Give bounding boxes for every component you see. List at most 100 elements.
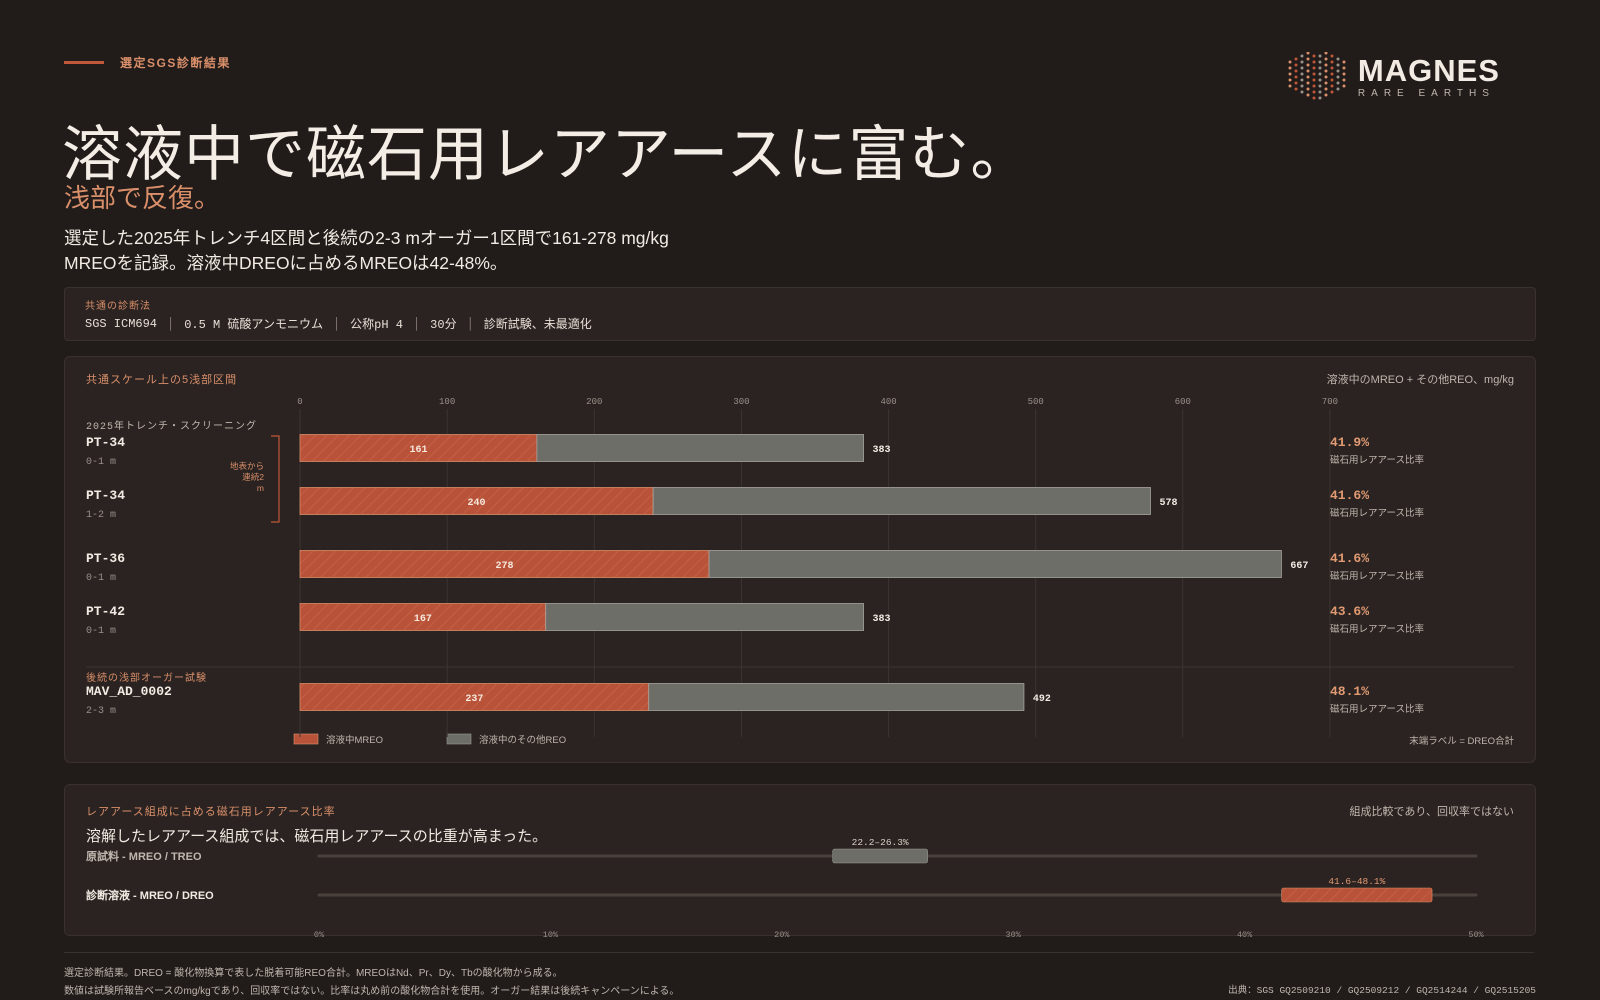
ratio-label: 磁石用レアアース比率	[1330, 703, 1424, 715]
logo-dot	[1312, 60, 1316, 64]
bar-mreo-hatch	[300, 603, 546, 631]
logo-dot	[1288, 66, 1292, 70]
eyebrow-rule	[64, 61, 104, 64]
logo-dot	[1312, 90, 1316, 94]
page-subtitle: 浅部で反復。	[64, 183, 221, 213]
continuity-bracket	[271, 435, 280, 523]
footer-note-1: 選定診断結果。DREO = 酸化物換算で表した脱着可能REO合計。MREOはNd…	[64, 968, 563, 979]
footer-source: 出典：SGS GQ2509210 / GQ2509212 / GQ2514244…	[1228, 985, 1536, 996]
logo-dot	[1324, 93, 1328, 97]
end-label-note: 末端ラベル = DREO合計	[1409, 735, 1514, 747]
ratio-value: 48.1%	[1330, 684, 1369, 699]
logo-dot	[1342, 66, 1346, 70]
page-title: 溶液中で磁石用レアアースに富む。	[62, 121, 1032, 188]
composition-note: 組成比較であり、回収率ではない	[1349, 806, 1514, 818]
method-item: SGS ICM694	[85, 316, 158, 331]
logo-dot	[1306, 75, 1310, 79]
range-x-tick: 20%	[774, 930, 790, 940]
x-tick-label: 0	[297, 397, 302, 407]
bar-other	[708, 550, 1282, 578]
logo-dot	[1306, 63, 1310, 67]
logo-dot	[1318, 66, 1322, 70]
range-value-label: 41.6–48.1%	[1328, 876, 1385, 887]
logo-dot	[1294, 75, 1298, 79]
bar-mreo-hatch	[300, 683, 649, 711]
method-item: 30分	[430, 318, 457, 332]
eyebrow: 選定SGS診断結果	[64, 54, 231, 71]
logo-dot	[1336, 81, 1340, 85]
bar-mreo-hatch	[300, 434, 537, 462]
logo-dot	[1342, 78, 1346, 82]
logo-dot	[1312, 66, 1316, 70]
logo-dot	[1318, 60, 1322, 64]
logo-dot	[1312, 72, 1316, 76]
row-label: PT-42	[86, 604, 125, 619]
logo-dot	[1342, 60, 1346, 64]
bar-mreo-value: 161	[409, 445, 427, 456]
row-label: PT-36	[86, 551, 125, 566]
logo-dot	[1330, 72, 1334, 76]
bracket-label: 連続2	[242, 472, 264, 482]
logo-dot	[1330, 90, 1334, 94]
logo-dot	[1330, 66, 1334, 70]
range-x-tick: 0%	[314, 930, 325, 940]
logo-dot	[1306, 93, 1310, 97]
row-depth: 2-3 m	[86, 706, 116, 717]
logo-dot	[1300, 84, 1304, 88]
logo-dot	[1324, 69, 1328, 73]
ratio-label: 磁石用レアアース比率	[1330, 507, 1424, 519]
logo-dot	[1294, 87, 1298, 91]
range-x-tick: 30%	[1006, 930, 1022, 940]
logo-dot	[1336, 69, 1340, 73]
composition-title: レアアース組成に占める磁石用レアアース比率	[86, 806, 336, 818]
method-values: SGS ICM694 │ 0.5 M 硫酸アンモニウム │ 公称pH 4 │ 3…	[85, 316, 592, 333]
ratio-value: 41.9%	[1330, 435, 1369, 450]
bar-mreo-hatch	[300, 550, 710, 578]
x-tick-label: 200	[586, 397, 602, 407]
logo-dot	[1324, 87, 1328, 91]
logo-mark-icon	[1288, 52, 1346, 100]
row-depth: 0-1 m	[86, 626, 116, 637]
x-tick-label: 400	[880, 397, 896, 407]
logo-dot	[1318, 72, 1322, 76]
bar-mreo-value: 278	[496, 561, 514, 572]
eyebrow-text: 選定SGS診断結果	[120, 56, 231, 70]
legend-mreo-swatch	[293, 733, 319, 745]
logo-dot	[1306, 81, 1310, 85]
bar-mreo-value: 237	[465, 694, 483, 705]
range-chart: 原試料 - MREO / TREO 22.2–26.3% 診断溶液 - MREO /…	[86, 837, 1485, 940]
range-bar	[832, 848, 928, 864]
logo-dot	[1294, 69, 1298, 73]
logo-dot	[1306, 52, 1310, 55]
bar-other	[545, 603, 864, 631]
logo-dot	[1288, 78, 1292, 82]
row-label: PT-34	[86, 435, 125, 450]
legend-mreo-label: 溶液中MREO	[326, 734, 383, 746]
logo-dot	[1318, 90, 1322, 94]
x-tick-label: 100	[439, 397, 455, 407]
logo-dot	[1300, 90, 1304, 94]
logo-dot	[1306, 87, 1310, 91]
bar-total-value: 383	[873, 614, 891, 625]
bar-mreo-hatch	[300, 487, 654, 515]
logo-dot	[1294, 63, 1298, 67]
row-depth: 1-2 m	[86, 510, 116, 521]
chart-units-note: 溶液中のMREO + その他REO、mg/kg	[1326, 374, 1514, 386]
x-tick-label: 600	[1175, 397, 1191, 407]
logo-dot	[1330, 78, 1334, 82]
footer-note-2: 数値は試験所報告ベースのmg/kgであり、回収率ではない。比率は丸め前の酸化物合…	[64, 986, 680, 997]
stacked-bar-chart: 2025年トレンチ・スクリーニング 後続の浅部オーガー試験 末端ラベル = DR…	[86, 397, 1514, 747]
logo-dot	[1288, 72, 1292, 76]
logo-dot	[1342, 84, 1346, 88]
logo-dot	[1294, 81, 1298, 85]
range-x-tick: 40%	[1237, 930, 1253, 940]
logo-dot	[1336, 63, 1340, 67]
logo-dot	[1300, 78, 1304, 82]
range-bar-hatch	[1281, 888, 1433, 902]
range-row-label: 原試料 - MREO / TREO	[86, 849, 202, 863]
lede-paragraph: 選定した2025年トレンチ4区間と後続の2-3 mオーガー1区間で161-278…	[64, 228, 669, 273]
logo-dot	[1288, 60, 1292, 64]
logo-dot	[1288, 84, 1292, 88]
bar-total-value: 383	[873, 445, 891, 456]
method-box: 共通の診断法 SGS ICM694 │ 0.5 M 硫酸アンモニウム │ 公称p…	[64, 287, 1536, 341]
